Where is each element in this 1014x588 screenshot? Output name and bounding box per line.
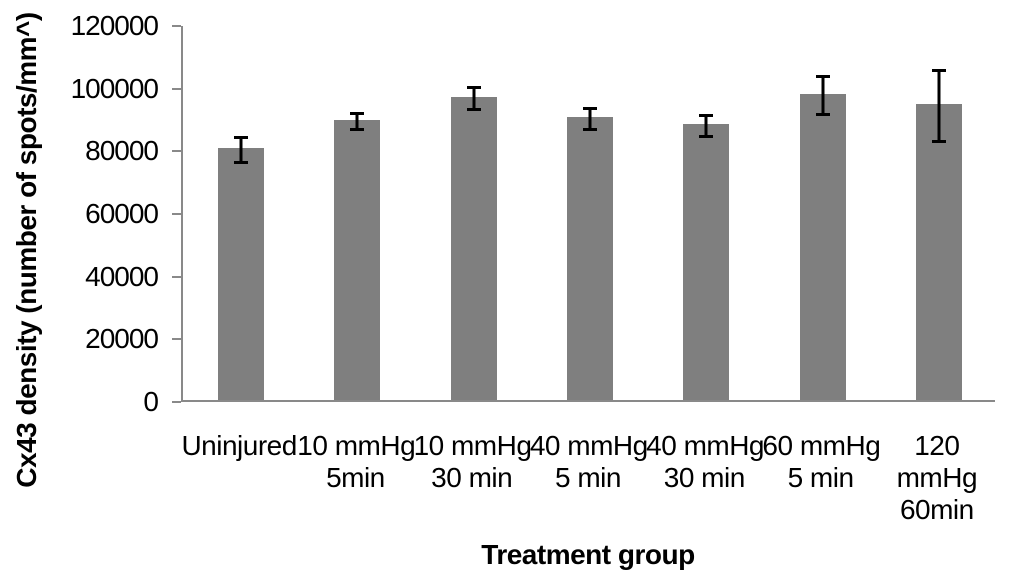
x-category-label: 10 mmHg 5min: [297, 430, 416, 494]
x-category-label-line: 60min: [899, 494, 974, 525]
y-tick-mark: [172, 25, 181, 27]
y-tick-mark: [172, 87, 181, 90]
error-bar-cap-top: [234, 136, 249, 140]
error-bar-cap-top: [931, 68, 946, 72]
error-bar: [234, 136, 249, 164]
error-bar-line: [239, 136, 243, 164]
x-category-label-line: 60 mmHg: [762, 430, 881, 461]
error-bar-cap-bottom: [931, 140, 946, 144]
error-bar: [699, 113, 714, 139]
y-tick-label: 40000: [85, 260, 159, 292]
x-category-label-line: 10 mmHg: [413, 430, 532, 461]
error-bar-cap-bottom: [583, 127, 597, 131]
x-category-label-line: 120: [914, 430, 960, 461]
error-bar-cap-bottom: [466, 108, 481, 112]
plot-area: [181, 26, 995, 402]
bar: [218, 148, 265, 400]
error-bar-line: [704, 113, 708, 139]
bar: [915, 104, 962, 400]
x-category-label-line: 30 min: [431, 462, 513, 493]
error-bar: [931, 68, 946, 144]
error-bar-cap-bottom: [350, 127, 365, 131]
error-bar-cap-top: [699, 113, 714, 117]
error-bar-line: [588, 106, 592, 131]
error-bar-line: [472, 86, 476, 112]
error-bar-cap-top: [583, 106, 597, 110]
y-tick-label: 0: [143, 386, 159, 417]
error-bar-cap-top: [815, 74, 830, 78]
x-category-label-line: 10 mmHg: [297, 430, 416, 461]
bar: [334, 119, 381, 400]
y-tick-mark: [172, 338, 181, 341]
error-bar-cap-top: [466, 86, 481, 90]
error-bar: [466, 86, 481, 112]
error-bar-line: [355, 112, 359, 131]
x-category-label: 10 mmHg 30 min: [413, 430, 532, 494]
bar: [683, 123, 730, 400]
error-bar-line: [821, 74, 825, 117]
y-tick-label: 20000: [85, 323, 159, 355]
y-tick-mark: [172, 275, 181, 278]
x-category-label: 60 mmHg 5 min: [762, 430, 881, 494]
error-bar-cap-top: [350, 112, 365, 116]
x-category-label: 40 mmHg 30 min: [646, 430, 765, 494]
x-category-label-line: 5min: [326, 462, 385, 493]
y-tick-label: 60000: [85, 198, 159, 229]
x-category-label-line: 30 min: [663, 462, 746, 493]
y-tick-mark: [172, 213, 181, 215]
error-bar: [815, 74, 830, 117]
error-bar-cap-bottom: [234, 160, 249, 164]
y-tick-label: 120000: [70, 10, 159, 41]
x-category-label: Uninjured: [181, 430, 297, 462]
x-category-label-line: 5 min: [787, 462, 854, 493]
x-category-label-line: 40 mmHg: [529, 430, 648, 461]
x-category-label: 40 mmHg 5 min: [529, 430, 648, 494]
y-tick-label: 80000: [85, 135, 159, 167]
bar: [799, 93, 846, 400]
error-bar-cap-bottom: [815, 113, 830, 117]
error-bar-cap-bottom: [699, 135, 714, 139]
x-category-label-line: 5 min: [555, 462, 621, 493]
y-tick-mark: [172, 401, 181, 403]
y-tick-mark: [172, 150, 181, 153]
x-category-label-line: mmHg: [896, 462, 978, 493]
error-bar: [583, 106, 597, 131]
x-category-label-line: 40 mmHg: [646, 430, 765, 461]
error-bar-line: [937, 68, 941, 144]
error-bar: [350, 112, 365, 131]
bar: [450, 96, 497, 400]
x-category-label: 120 mmHg 60min: [879, 430, 995, 526]
x-category-label-line: Uninjured: [181, 430, 297, 461]
bar: [567, 116, 613, 400]
y-tick-label: 100000: [70, 72, 159, 104]
x-axis-title: Treatment group: [481, 539, 695, 570]
